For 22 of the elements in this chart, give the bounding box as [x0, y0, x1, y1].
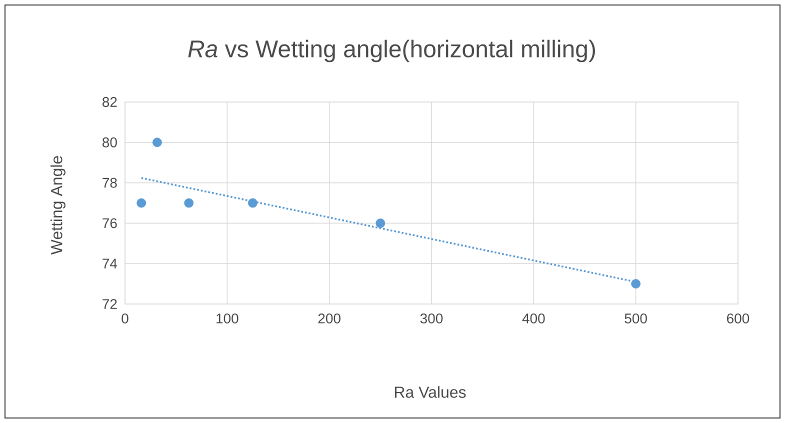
x-tick-label: 0: [122, 314, 128, 324]
y-tick-label: 76: [102, 218, 117, 228]
y-tick-label: 72: [102, 299, 117, 309]
y-tick-label: 74: [102, 258, 118, 268]
point: [248, 198, 258, 208]
y-tick-label: 78: [102, 178, 117, 188]
y-axis-title: Wetting Angle: [50, 156, 66, 255]
point: [376, 218, 386, 228]
point: [184, 198, 194, 208]
x-tick-label: 600: [727, 314, 750, 324]
x-tick-label: 100: [216, 314, 238, 324]
y-tick-label: 80: [102, 137, 117, 148]
y-tick-label: 82: [102, 97, 117, 107]
x-tick-label: 400: [522, 314, 545, 324]
x-tick-label: 300: [420, 314, 443, 324]
x-tick-label: 200: [318, 314, 340, 324]
chart-title: Ra vs Wetting angle(horizontal milling): [188, 40, 595, 62]
x-axis-title: Ra Values: [395, 386, 466, 398]
point: [152, 138, 162, 148]
point: [631, 279, 641, 288]
point: [136, 198, 146, 208]
x-tick-label: 500: [624, 314, 647, 324]
